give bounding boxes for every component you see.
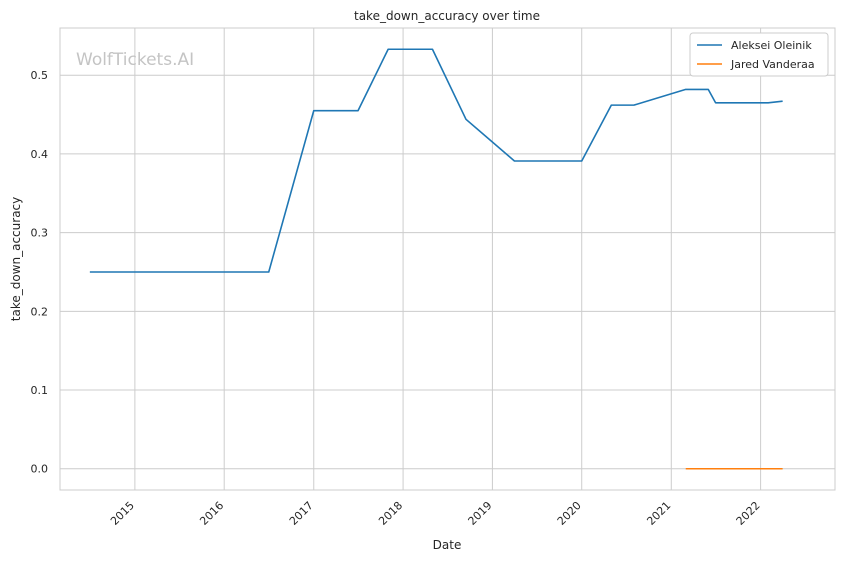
x-tick-label: 2021 [644,499,673,528]
y-tick-label: 0.2 [31,305,49,318]
x-tick-label: 2016 [197,499,226,528]
y-tick-label: 0.4 [31,148,49,161]
legend-frame [689,32,829,77]
x-tick-label: 2018 [376,499,405,528]
x-axis-title: Date [433,538,462,552]
legend-label: Aleksei Oleinik [731,39,812,52]
plot-area: WolfTickets.AI [59,27,836,491]
y-axis-ticks: 0.0 0.1 0.2 0.3 0.4 0.5 [31,69,49,476]
y-tick-label: 0.5 [31,69,49,82]
series-line-1 [89,48,783,273]
x-tick-label: 2015 [108,499,137,528]
x-tick-label: 2017 [287,499,316,528]
y-tick-label: 0.3 [31,227,49,240]
plot-frame [59,27,836,491]
series-lines [89,48,783,470]
y-tick-label: 0.0 [31,463,49,476]
x-tick-label: 2020 [555,499,584,528]
legend: Aleksei Oleinik Jared Vanderaa [689,32,829,77]
legend-label: Jared Vanderaa [730,58,815,71]
x-tick-label: 2019 [466,499,495,528]
x-gridlines [134,28,762,490]
x-tick-label: 2022 [734,499,763,528]
y-tick-label: 0.1 [31,384,49,397]
chart-title: take_down_accuracy over time [354,9,540,23]
watermark-text: WolfTickets.AI [76,50,194,70]
x-axis-ticks: 2015 2016 2017 2018 2019 2020 2021 2022 [108,499,763,528]
y-axis-title: take_down_accuracy [9,197,23,321]
